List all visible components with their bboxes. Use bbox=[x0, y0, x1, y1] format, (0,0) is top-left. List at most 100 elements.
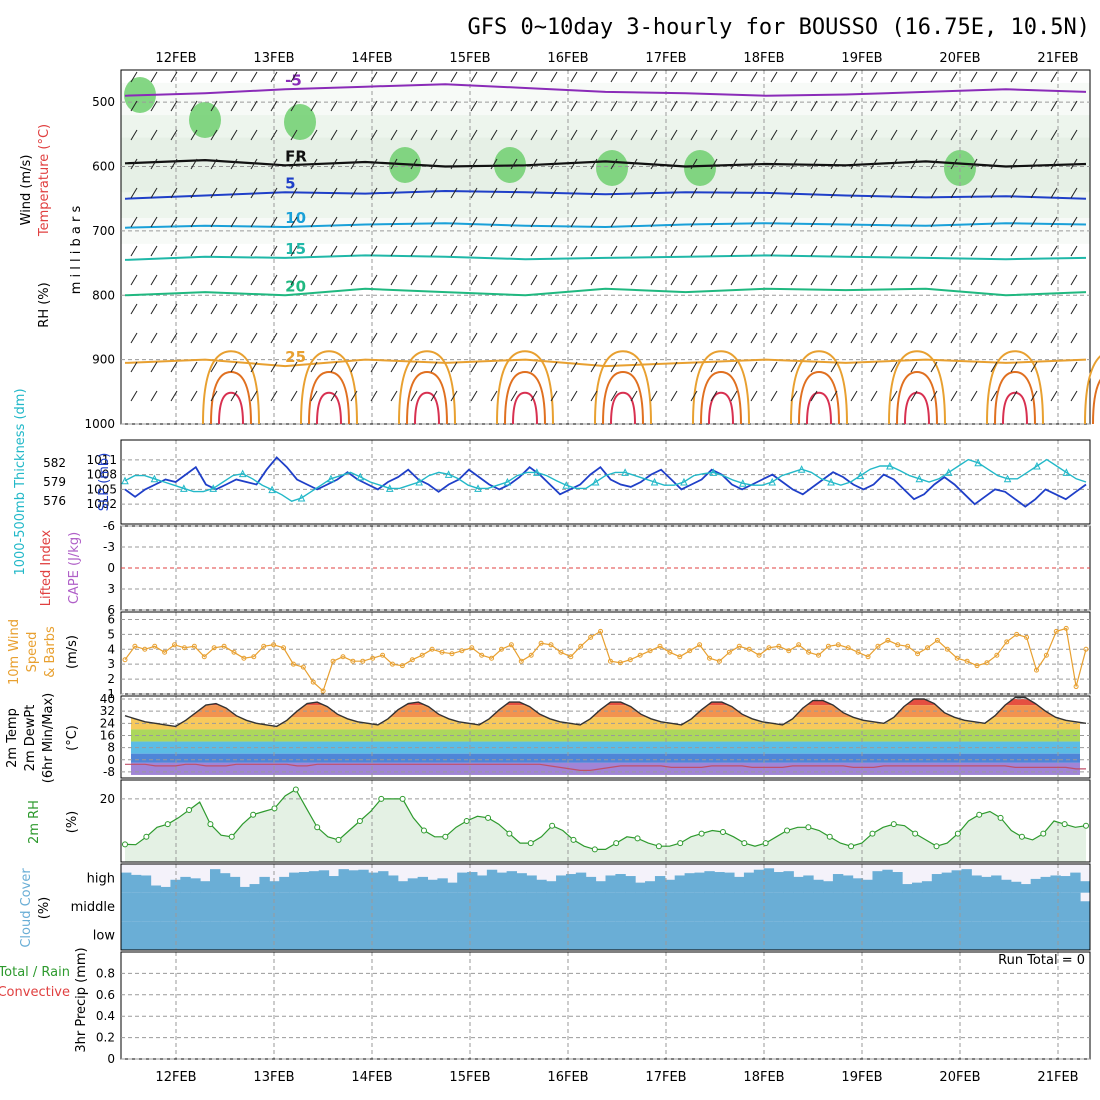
warm-contour bbox=[210, 370, 252, 425]
cloud-bar-middle bbox=[645, 892, 656, 922]
wind-barb bbox=[1030, 332, 1038, 344]
wind-barb bbox=[690, 332, 698, 344]
wind-barb bbox=[190, 390, 198, 402]
wind-barb bbox=[170, 274, 178, 286]
cloud-bar-low bbox=[279, 921, 290, 950]
wind-barb bbox=[450, 361, 458, 373]
rh-point bbox=[1083, 822, 1089, 829]
cloud-bar-low bbox=[1030, 921, 1042, 950]
cloud-bar-low bbox=[546, 921, 557, 950]
cloud-bar-middle bbox=[872, 892, 883, 922]
rh-high-blob bbox=[684, 150, 716, 186]
wind-barb bbox=[310, 216, 318, 228]
wind-barb bbox=[670, 100, 678, 112]
isotherm-label: 20 bbox=[285, 277, 306, 295]
cloud-bar-middle bbox=[981, 892, 992, 922]
wind-barb bbox=[470, 303, 478, 315]
wind-barb bbox=[830, 361, 838, 373]
cloud-bar-high bbox=[209, 869, 221, 893]
precip-total-label: Total / Rain bbox=[0, 965, 70, 980]
cloud-bar-high bbox=[437, 878, 448, 893]
wind-barb bbox=[310, 187, 318, 199]
wind-barb bbox=[290, 390, 298, 402]
cloud-bar-middle bbox=[219, 892, 231, 922]
rh-point bbox=[741, 840, 748, 847]
wind-barb bbox=[990, 216, 998, 228]
rh-high-blob bbox=[189, 102, 221, 138]
wind10m-unit-label: (m/s) bbox=[65, 635, 80, 669]
wind-barb bbox=[770, 71, 778, 83]
cloud-bar-high bbox=[368, 872, 379, 893]
cloud-bar-middle bbox=[259, 892, 270, 922]
wind-barb bbox=[230, 390, 238, 402]
cloud-bar-high bbox=[1001, 879, 1012, 893]
cloud-bar-low bbox=[476, 921, 488, 950]
dewpoint-series-line bbox=[125, 763, 1086, 772]
wind-barb bbox=[390, 390, 398, 402]
wind-barb bbox=[450, 100, 458, 112]
cloud-bar-low bbox=[1080, 921, 1091, 950]
wind-barb bbox=[650, 332, 658, 344]
wind-barb bbox=[810, 100, 818, 112]
temp2m-unit-label: (°C) bbox=[65, 725, 80, 751]
wind-barb bbox=[1010, 158, 1018, 170]
cloud-bar-middle bbox=[862, 892, 873, 922]
cloud-bar-middle bbox=[773, 892, 784, 922]
rh-point bbox=[506, 830, 513, 837]
rh-point bbox=[634, 835, 641, 842]
rh-point bbox=[356, 818, 363, 824]
cloud-bar-low bbox=[743, 921, 755, 950]
wind-barb bbox=[350, 100, 358, 112]
wind-barb bbox=[410, 100, 418, 112]
wind-speed-tick-label: 2 bbox=[107, 672, 115, 686]
wind-speed-point bbox=[607, 658, 613, 664]
wind-barb bbox=[530, 158, 538, 170]
cloud-bar-middle bbox=[763, 892, 775, 922]
cloud-bar-middle bbox=[882, 892, 893, 922]
wind-speed-point bbox=[974, 663, 980, 669]
wind-barb bbox=[590, 390, 598, 402]
cloud-bar-high bbox=[961, 869, 972, 893]
wind-barb bbox=[910, 158, 918, 170]
wind-barb bbox=[710, 100, 718, 112]
wind-barb bbox=[770, 390, 778, 402]
wind-barb bbox=[130, 100, 138, 112]
wind-barb bbox=[150, 361, 158, 373]
rh-point bbox=[420, 827, 427, 834]
thickness-axis-label: 1000-500mb Thickness (dm) bbox=[13, 388, 28, 575]
wind-barb bbox=[270, 187, 278, 199]
wind-barb bbox=[130, 303, 138, 315]
wind-speed-point bbox=[211, 645, 217, 651]
cloud-bar-high bbox=[536, 879, 547, 893]
temperature-tick-label: 0 bbox=[107, 753, 115, 767]
wind-speed-point bbox=[419, 652, 425, 658]
wind-speed-point bbox=[627, 657, 633, 663]
date-tick-bottom: 17FEB bbox=[645, 1070, 686, 1085]
cloud-bar-middle bbox=[902, 892, 913, 922]
wind-barb bbox=[970, 187, 978, 199]
wind-barb bbox=[950, 303, 958, 315]
cloud-bar-low bbox=[793, 921, 804, 950]
wind-barb bbox=[330, 361, 338, 373]
wind-barb bbox=[670, 216, 678, 228]
wind-barb bbox=[990, 100, 998, 112]
cloud-bar-high bbox=[417, 876, 429, 893]
wind-speed-point bbox=[340, 654, 346, 660]
wind-barb bbox=[770, 129, 778, 141]
rh-point bbox=[912, 830, 919, 837]
wind-barb bbox=[730, 303, 738, 315]
cloud-bar-middle bbox=[387, 892, 399, 922]
cloud-bar-low bbox=[249, 921, 260, 950]
wind-barb bbox=[670, 390, 678, 402]
date-tick-bottom: 13FEB bbox=[253, 1070, 294, 1085]
cloud-bar-high bbox=[823, 881, 834, 893]
cloud-bar-middle bbox=[694, 892, 705, 922]
wind-barb bbox=[750, 274, 758, 286]
wind-barb bbox=[890, 332, 898, 344]
wind-barb bbox=[650, 100, 658, 112]
wind-barb bbox=[750, 245, 758, 257]
wind-barb bbox=[690, 390, 698, 402]
cloud-bar-low bbox=[308, 921, 320, 950]
wind-barb bbox=[910, 129, 918, 141]
wind-barb bbox=[630, 100, 638, 112]
